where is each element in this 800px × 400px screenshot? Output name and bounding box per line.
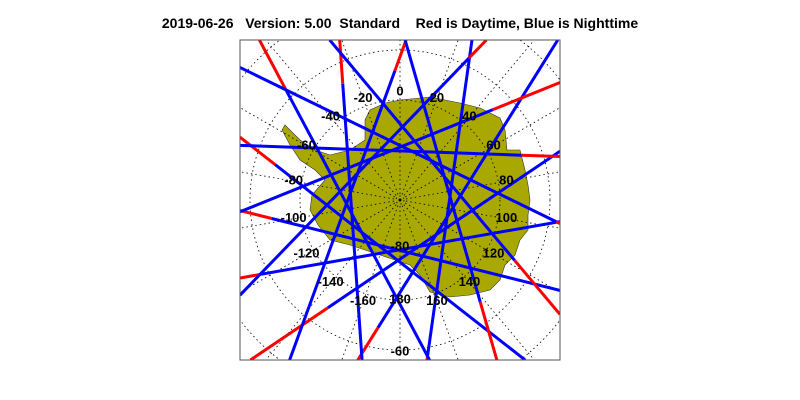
longitude-label: -40 <box>321 109 340 124</box>
longitude-label: -160 <box>350 293 376 308</box>
longitude-label: -140 <box>318 274 344 289</box>
night-track-segment <box>403 40 482 303</box>
longitude-line <box>240 202 396 293</box>
latitude-label: -80 <box>391 238 410 253</box>
longitude-label: -60 <box>297 137 316 152</box>
date-label: 2019-06-26 <box>161 15 234 31</box>
map-frame <box>239 39 561 361</box>
night-track-segment <box>328 40 516 262</box>
day-track-segment <box>513 259 560 316</box>
night-track-segment <box>376 40 560 329</box>
day-track-segment <box>521 153 560 159</box>
day-track-segment <box>555 220 560 225</box>
day-track-segment <box>467 40 488 60</box>
longitude-line <box>404 202 560 293</box>
longitude-label: 80 <box>499 173 513 188</box>
longitude-line <box>240 107 396 198</box>
night-track-segment <box>260 220 560 276</box>
longitude-label: 0 <box>396 83 403 98</box>
night-track-segment <box>288 69 397 360</box>
day-track-segment <box>249 306 329 360</box>
day-track-segment <box>240 209 273 220</box>
longitude-line <box>404 107 560 198</box>
longitude-line <box>401 40 459 195</box>
longitude-label: 20 <box>430 90 444 105</box>
night-track-segment <box>327 149 560 309</box>
day-track-segment <box>338 40 345 84</box>
legend-text: Red is Daytime, Blue is Nighttime <box>415 15 639 31</box>
longitude-label: 140 <box>459 274 481 289</box>
day-track-segment <box>492 81 560 112</box>
longitude-label: 120 <box>483 245 505 260</box>
night-track-segment <box>284 89 431 360</box>
longitude-label: 180 <box>389 291 411 306</box>
night-track-segment <box>240 57 471 297</box>
longitude-label: -80 <box>284 173 303 188</box>
night-track-segment <box>240 66 557 224</box>
day-track-segment <box>240 135 277 166</box>
longitude-label: 60 <box>486 137 500 152</box>
longitude-label: 160 <box>426 293 448 308</box>
day-track-segment <box>240 272 262 280</box>
longitude-line <box>341 205 399 360</box>
south-pole-dot <box>398 198 402 202</box>
longitude-label: 40 <box>462 109 476 124</box>
longitude-label: 100 <box>496 210 518 225</box>
night-track-segment <box>271 217 560 292</box>
latitude-label: -60 <box>391 343 410 358</box>
night-track-segment <box>240 143 522 157</box>
day-track-segment <box>393 40 408 71</box>
day-track-segment <box>258 40 288 92</box>
orbit-tracks <box>240 40 560 360</box>
longitude-line <box>401 205 459 360</box>
longitude-label: -100 <box>281 210 307 225</box>
latitude-circle <box>395 195 405 205</box>
day-track-segment <box>478 301 499 360</box>
longitude-label: -20 <box>354 90 373 105</box>
map-title: 2019-06-26 Version: 5.00 Standard Red is… <box>0 15 800 31</box>
latitude-circle <box>299 99 501 301</box>
graticule <box>240 40 560 360</box>
night-track-segment <box>240 108 494 214</box>
night-track-segment <box>341 83 364 360</box>
longitude-line <box>341 40 399 195</box>
longitude-label: -120 <box>293 245 319 260</box>
night-track-segment <box>274 163 527 360</box>
mode-label: Standard <box>339 15 401 31</box>
version-label: Version: 5.00 <box>245 15 332 31</box>
